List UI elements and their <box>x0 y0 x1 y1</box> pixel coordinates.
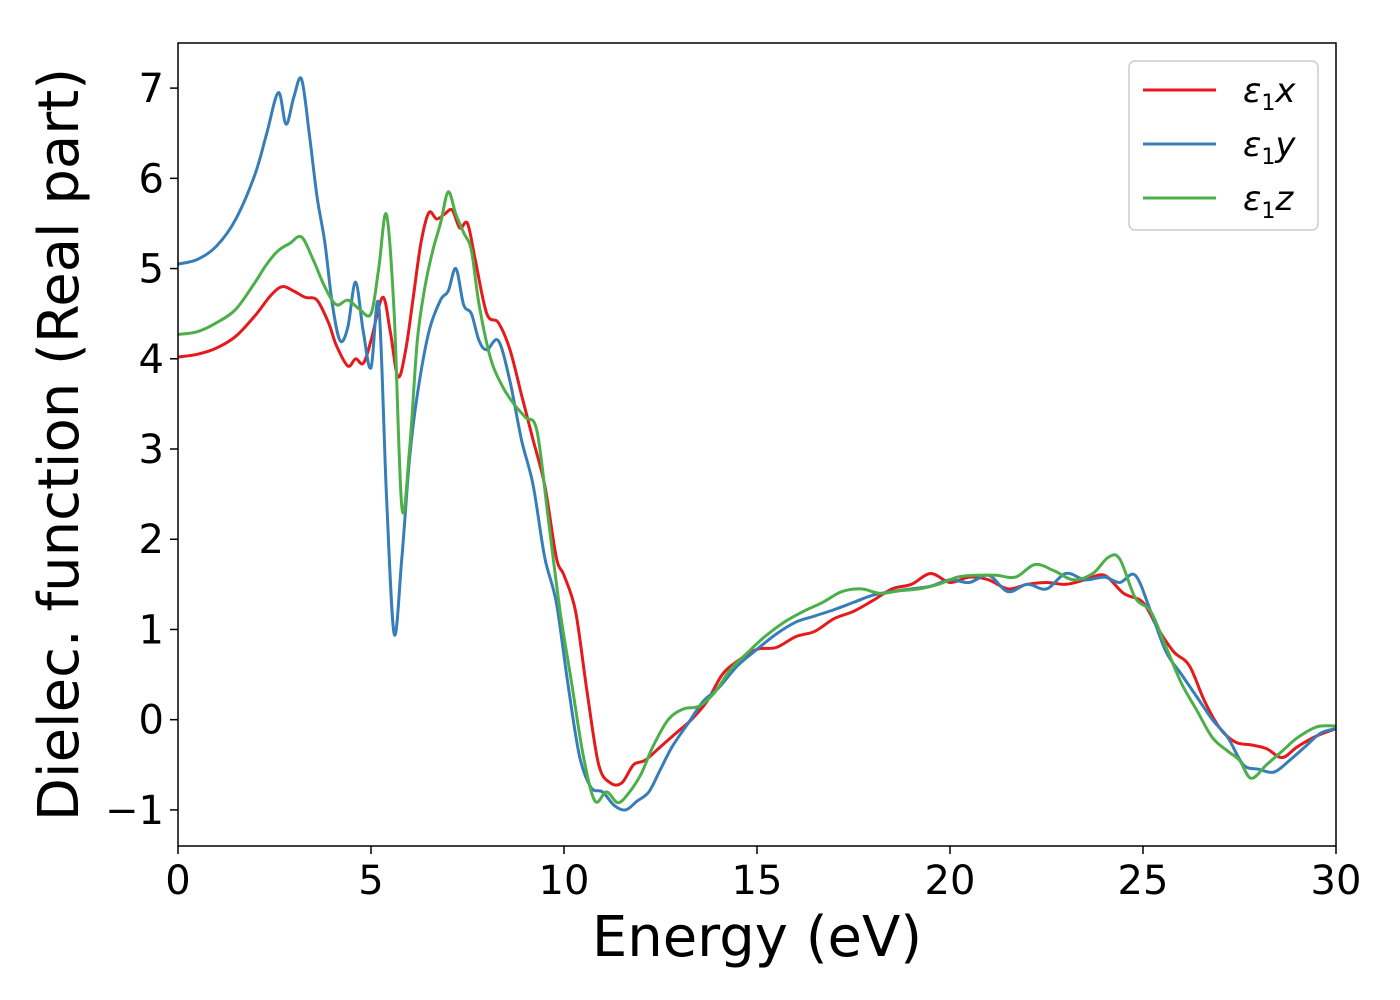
y-tick-label: 2 <box>139 517 164 563</box>
y-tick-label: 5 <box>139 247 164 293</box>
legend-label-x: ε1x <box>1243 71 1296 116</box>
x-tick-label: 20 <box>925 858 976 904</box>
x-tick-label: 15 <box>732 858 783 904</box>
x-tick-label: 10 <box>539 858 590 904</box>
x-axis-label: Energy (eV) <box>592 905 922 970</box>
legend: ε1x ε1y ε1z <box>1128 60 1319 231</box>
x-tick-label: 5 <box>358 858 383 904</box>
series-line-z <box>177 190 1337 805</box>
legend-label-z: ε1z <box>1243 179 1294 224</box>
legend-label-y: ε1y <box>1243 125 1296 170</box>
y-tick-label: 7 <box>139 66 164 112</box>
y-tick-label: 3 <box>139 427 164 473</box>
y-tick-label: 6 <box>139 156 164 202</box>
x-tick-label: 30 <box>1311 858 1362 904</box>
y-tick-label: 4 <box>139 337 164 383</box>
legend-box <box>1128 60 1319 231</box>
x-tick-label: 0 <box>165 858 190 904</box>
series-line-y <box>177 76 1337 812</box>
y-tick-label: 0 <box>139 698 164 744</box>
y-tick-label: 1 <box>139 607 164 653</box>
y-axis-label: Dielec. function (Real part) <box>27 68 92 821</box>
series-layer <box>177 76 1337 812</box>
y-tick-label: −1 <box>105 788 164 834</box>
x-tick-label: 25 <box>1118 858 1169 904</box>
